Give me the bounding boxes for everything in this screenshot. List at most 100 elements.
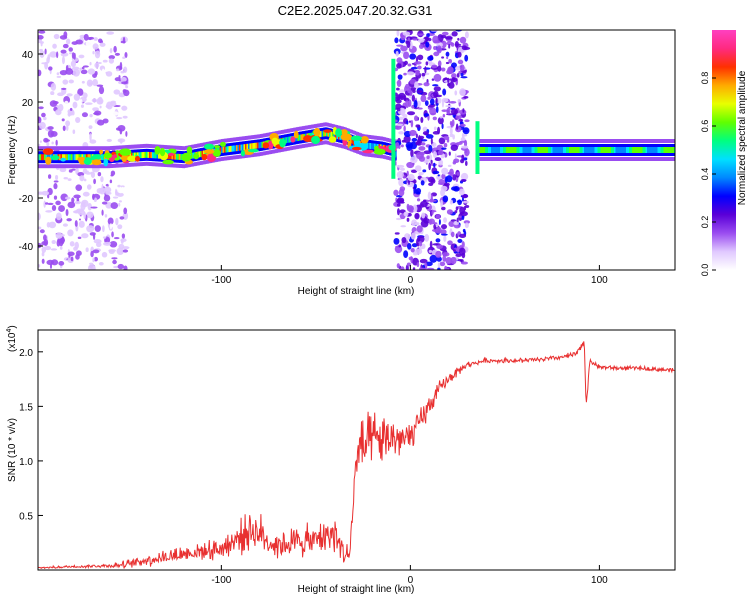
ridge-core xyxy=(542,147,544,153)
ridge-core xyxy=(77,154,79,161)
ridge-core xyxy=(651,147,654,153)
ridge-core xyxy=(59,154,61,161)
noise-speckle xyxy=(430,193,433,202)
noise-speckle xyxy=(56,75,62,78)
noise-speckle xyxy=(443,182,450,187)
noise-speckle xyxy=(75,167,79,175)
noise-speckle xyxy=(51,239,56,245)
noise-speckle xyxy=(68,47,73,52)
noise-speckle xyxy=(447,77,450,84)
noise-speckle xyxy=(455,206,459,211)
ridge-core xyxy=(656,147,658,153)
noise-speckle xyxy=(41,112,46,118)
noise-speckle xyxy=(423,113,429,117)
noise-speckle xyxy=(441,97,449,103)
noise-speckle xyxy=(457,199,462,206)
noise-speckle xyxy=(105,104,111,109)
ridge-blob xyxy=(92,154,102,160)
noise-speckle xyxy=(102,59,108,63)
noise-speckle xyxy=(437,267,441,270)
noise-speckle xyxy=(450,256,457,265)
noise-speckle xyxy=(92,43,99,50)
ridge-core xyxy=(653,147,655,153)
noise-speckle xyxy=(448,151,451,156)
noise-speckle xyxy=(459,36,467,44)
noise-speckle xyxy=(460,172,469,181)
noise-speckle xyxy=(58,239,64,247)
noise-speckle xyxy=(53,183,58,190)
noise-speckle xyxy=(92,249,100,254)
noise-speckle xyxy=(440,199,443,208)
ridge-core xyxy=(174,153,177,160)
noise-speckle xyxy=(125,130,128,137)
noise-speckle xyxy=(116,68,120,72)
noise-speckle xyxy=(109,102,117,107)
noise-speckle xyxy=(406,262,411,267)
noise-speckle xyxy=(431,64,438,69)
noise-speckle xyxy=(49,51,58,58)
noise-speckle xyxy=(433,40,441,44)
ridge-core xyxy=(491,147,493,153)
noise-speckle xyxy=(406,86,412,94)
noise-speckle xyxy=(457,37,460,41)
noise-speckle xyxy=(116,116,123,120)
x-tick-label: -100 xyxy=(211,575,231,586)
noise-speckle xyxy=(101,251,108,258)
noise-speckle xyxy=(447,240,453,246)
ridge-core xyxy=(245,143,247,150)
noise-speckle xyxy=(103,241,112,246)
noise-speckle xyxy=(44,245,52,251)
svg-text:(x104): (x104) xyxy=(6,325,18,352)
ridge-core xyxy=(74,154,76,161)
noise-speckle xyxy=(55,139,58,146)
ridge-core xyxy=(620,147,622,153)
noise-speckle xyxy=(98,96,103,103)
ridge-core xyxy=(641,147,643,153)
ridge-core xyxy=(224,146,226,153)
noise-speckle xyxy=(39,140,42,143)
noise-speckle xyxy=(54,174,59,180)
ridge-core xyxy=(371,143,373,150)
noise-speckle xyxy=(56,51,59,59)
edge-spike xyxy=(475,121,480,174)
noise-speckle xyxy=(120,250,124,254)
ridge-core xyxy=(552,147,555,153)
noise-speckle xyxy=(101,209,104,216)
noise-speckle xyxy=(415,191,421,195)
noise-speckle xyxy=(114,52,120,56)
noise-speckle xyxy=(403,51,410,60)
noise-speckle xyxy=(55,200,61,206)
noise-speckle xyxy=(461,197,464,202)
noise-speckle xyxy=(440,233,448,236)
noise-speckle xyxy=(464,119,470,123)
ridge-core xyxy=(75,154,78,161)
ridge-core xyxy=(255,142,258,149)
noise-speckle xyxy=(89,61,92,66)
noise-speckle xyxy=(61,118,65,122)
ridge-core xyxy=(327,130,330,137)
noise-speckle xyxy=(119,216,125,220)
noise-speckle xyxy=(393,189,399,196)
noise-speckle xyxy=(41,190,50,196)
ridge-core xyxy=(260,142,262,149)
noise-speckle xyxy=(423,199,427,202)
snr-multiplier-exp: 4 xyxy=(6,329,13,333)
ridge-core xyxy=(176,153,178,160)
noise-speckle xyxy=(461,214,465,221)
ridge-core xyxy=(134,152,136,159)
noise-speckle xyxy=(112,111,119,116)
noise-speckle xyxy=(442,88,447,96)
noise-speckle xyxy=(97,119,105,126)
noise-speckle xyxy=(437,65,442,72)
ridge-core xyxy=(545,147,547,153)
ridge-blob xyxy=(119,148,132,156)
ridge-core xyxy=(87,154,90,161)
ridge-core xyxy=(330,131,333,138)
noise-speckle xyxy=(444,36,453,40)
ridge-core xyxy=(554,147,556,153)
ridge-blob xyxy=(247,148,259,153)
ridge-core xyxy=(222,146,225,153)
ridge-core xyxy=(609,147,612,153)
noise-speckle xyxy=(459,88,466,96)
noise-speckle xyxy=(418,44,424,49)
